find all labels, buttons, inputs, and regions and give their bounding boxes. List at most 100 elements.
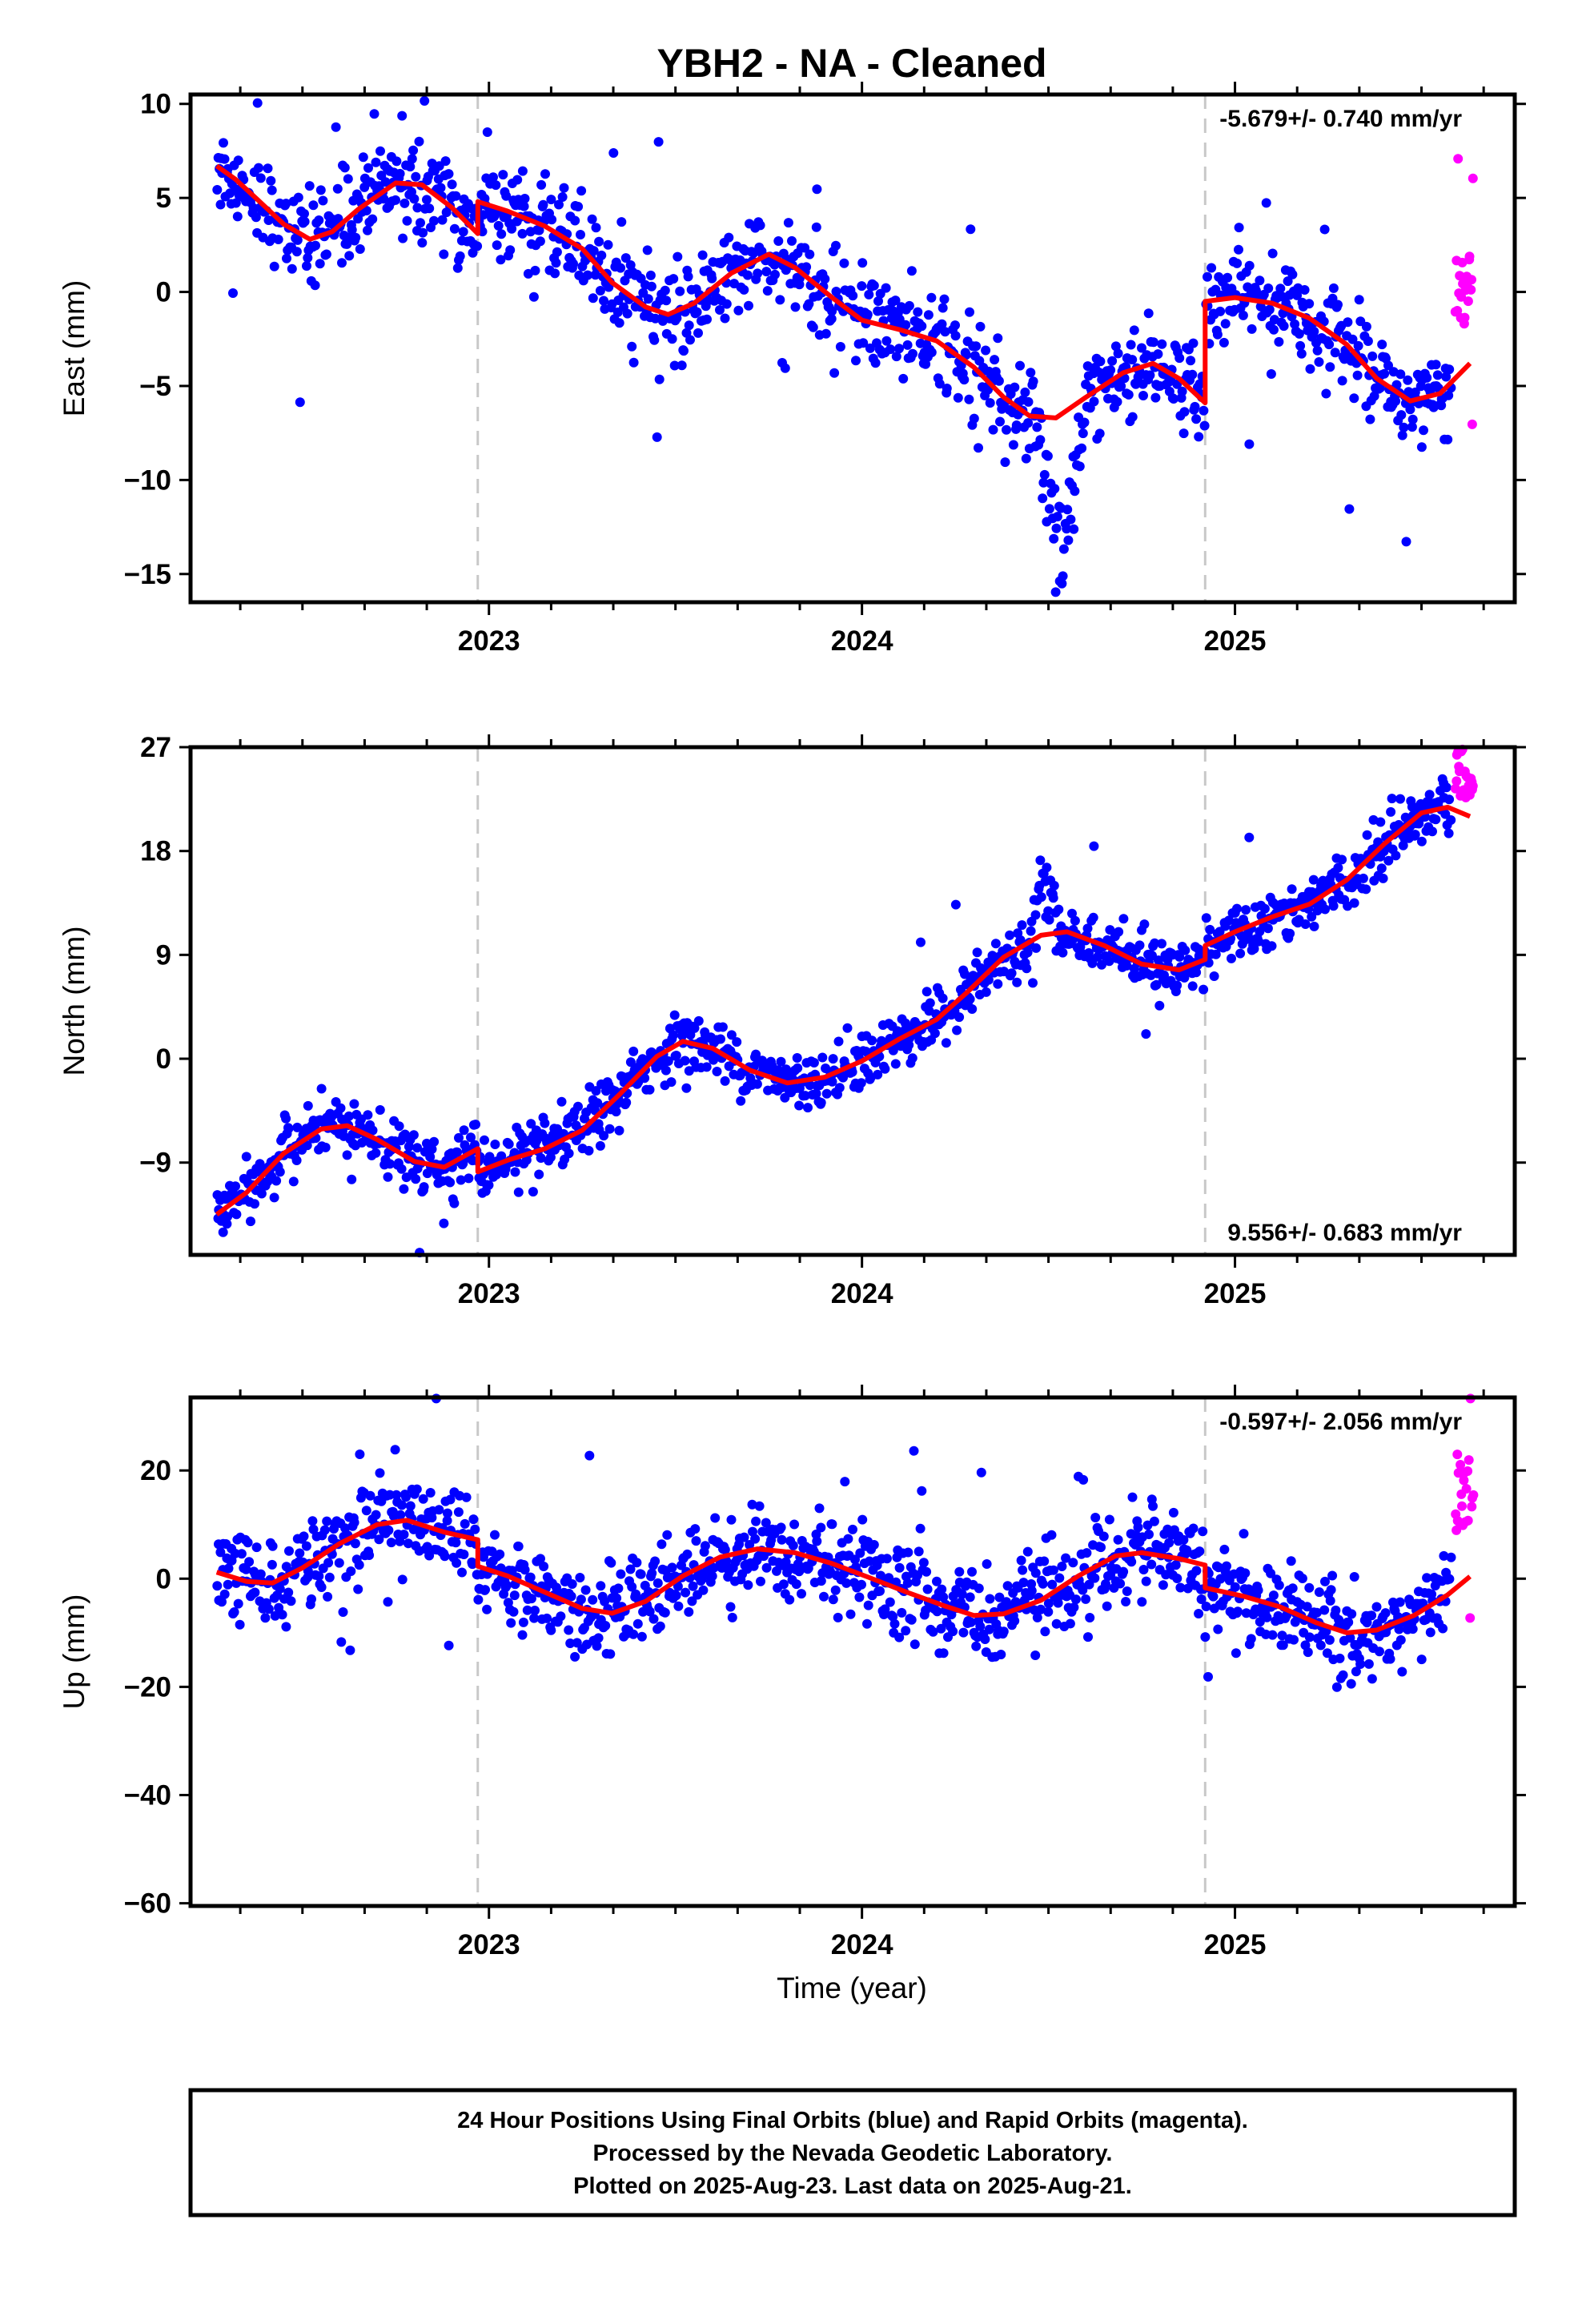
final-point (880, 1604, 890, 1614)
final-point (1126, 1557, 1137, 1567)
final-point (775, 295, 785, 305)
final-point (938, 1592, 949, 1602)
final-point (1188, 338, 1199, 348)
final-point (679, 346, 689, 356)
final-point (512, 175, 523, 185)
final-point (445, 1494, 456, 1505)
y-tick-label: −15 (124, 559, 171, 590)
final-point (273, 235, 283, 244)
final-point (345, 1645, 355, 1655)
north-panel: 27 18 9 0 −9 2023 2024 2025 North (mm) 9.556+/- 0… (58, 732, 1526, 1309)
y-tick-label: 0 (156, 277, 171, 308)
final-point (780, 363, 790, 373)
rate-label: -0.597+/- 2.056 mm/yr (1219, 1409, 1462, 1435)
final-point (1005, 930, 1015, 940)
final-point (498, 170, 508, 180)
final-point (591, 223, 601, 233)
y-tick-label: −20 (124, 1671, 171, 1703)
final-point (938, 993, 948, 1003)
final-point (332, 183, 343, 194)
final-point (660, 285, 670, 296)
final-point (425, 1152, 436, 1162)
final-point (1079, 417, 1090, 428)
final-point (1232, 258, 1243, 268)
final-point (391, 195, 400, 205)
final-point (1416, 442, 1427, 452)
final-point (596, 250, 607, 260)
final-point (454, 1132, 464, 1143)
final-point (1425, 1627, 1435, 1638)
footer-box: 24 Hour Positions Using Final Orbits (bl… (188, 2088, 1517, 2217)
final-point (371, 157, 381, 167)
final-point (1294, 328, 1304, 339)
final-point (702, 314, 712, 324)
final-point (302, 1140, 312, 1151)
final-point (347, 1174, 357, 1184)
final-point (993, 333, 1003, 344)
final-point (667, 1562, 677, 1573)
final-point (460, 1518, 470, 1529)
final-point (439, 1218, 449, 1228)
final-point (647, 1568, 657, 1578)
final-point (419, 1182, 429, 1192)
final-point (1070, 486, 1080, 497)
final-point (365, 1490, 375, 1501)
rapid-point (1463, 1515, 1473, 1526)
final-point (1062, 524, 1072, 534)
final-point (292, 1122, 303, 1132)
final-point (1053, 1598, 1063, 1608)
final-point (1149, 1516, 1159, 1526)
final-point (971, 1641, 982, 1651)
final-point (445, 1177, 456, 1188)
final-point (231, 1181, 240, 1192)
final-point (652, 1578, 663, 1588)
final-point (1094, 428, 1105, 439)
final-point (993, 979, 1003, 989)
final-point (1275, 283, 1286, 294)
final-point (817, 1052, 828, 1063)
final-point (1012, 977, 1022, 987)
final-point (599, 1131, 609, 1141)
final-point (726, 1030, 737, 1040)
rapid-point (1468, 173, 1478, 183)
final-point (928, 1626, 938, 1637)
final-point (1112, 396, 1122, 407)
final-point (546, 195, 556, 205)
final-point (683, 271, 693, 282)
final-point (954, 1566, 965, 1577)
final-point (1146, 1559, 1157, 1570)
final-point (819, 1591, 829, 1602)
final-point (816, 1576, 826, 1586)
final-point (1010, 382, 1020, 392)
final-point (351, 232, 361, 243)
final-point (652, 432, 662, 442)
final-point (566, 1591, 576, 1602)
final-point (405, 162, 416, 172)
final-point (820, 274, 830, 284)
final-point (1090, 1513, 1101, 1522)
final-point (322, 1516, 332, 1526)
final-point (1186, 356, 1196, 366)
y-tick-label: 27 (140, 732, 171, 763)
final-point (1199, 405, 1209, 416)
final-point (1134, 940, 1145, 951)
final-point (804, 299, 814, 309)
final-point (444, 1640, 454, 1651)
final-point (233, 155, 243, 166)
final-point (303, 253, 313, 263)
final-point (1369, 391, 1379, 401)
final-point (1158, 1580, 1168, 1590)
final-point (212, 185, 223, 195)
final-point (363, 163, 373, 173)
final-point (1191, 414, 1202, 424)
final-point (1391, 850, 1401, 861)
final-point (773, 1065, 784, 1076)
final-point (677, 1031, 688, 1041)
final-point (490, 1530, 500, 1540)
final-point (1139, 919, 1150, 930)
final-point (311, 240, 320, 251)
final-point (1347, 334, 1358, 344)
footer-line-1: 24 Hour Positions Using Final Orbits (bl… (457, 2108, 1248, 2133)
final-point (228, 288, 238, 298)
final-point (281, 1113, 291, 1124)
